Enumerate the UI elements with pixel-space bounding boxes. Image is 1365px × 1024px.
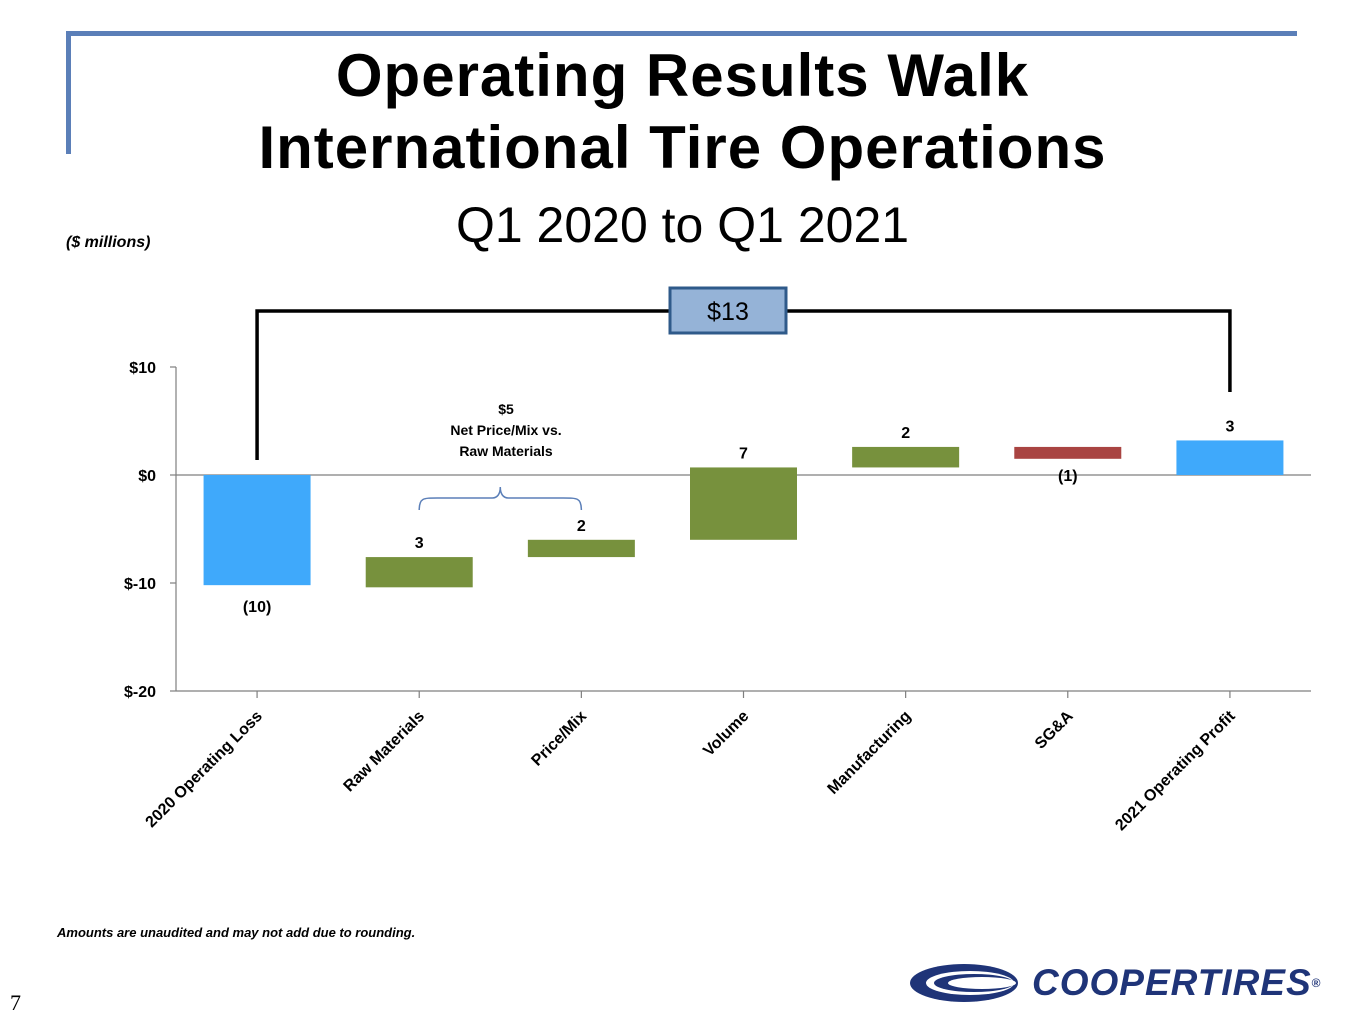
data-label: 2 (577, 518, 586, 535)
x-tick-label: 2020 Operating Loss (143, 708, 266, 831)
waterfall-bar (1014, 446, 1122, 459)
total-change-callout (668, 286, 788, 335)
x-tick-label: SG&A (1032, 707, 1077, 752)
data-label: (1) (1058, 468, 1078, 485)
page-number: 7 (10, 990, 21, 1015)
accent-line-top (66, 31, 1297, 36)
slide-title: Operating Results Walk International Tir… (0, 40, 1365, 184)
data-label: 3 (1225, 418, 1234, 435)
footnote: Amounts are unaudited and may not add du… (57, 925, 416, 940)
logo-text: COOPERTIRES (1032, 962, 1312, 1003)
data-label: (10) (243, 599, 271, 616)
net-price-mix-brace (418, 486, 583, 511)
y-tick-label: $-10 (124, 576, 156, 593)
x-tick-label: Manufacturing (825, 708, 915, 798)
brace-annotation-line: Net Price/Mix vs. (450, 422, 561, 438)
x-tick-label: Price/Mix (528, 708, 590, 770)
cooper-swoosh-icon (910, 964, 1018, 1002)
x-tick-label: Volume (700, 708, 752, 760)
cooper-tires-logo: COOPERTIRES® (908, 960, 1348, 1006)
y-tick-label: $-20 (124, 684, 156, 701)
waterfall-bar (852, 446, 960, 468)
total-change-label: $13 (707, 298, 749, 326)
units-label: ($ millions) (66, 234, 151, 251)
data-label: 7 (739, 445, 748, 462)
data-label: 2 (901, 425, 910, 442)
x-tick-label: Raw Materials (341, 708, 429, 796)
title-line-1: Operating Results Walk (335, 42, 1030, 109)
x-tick-label: 2021 Operating Profit (1112, 707, 1239, 834)
waterfall-bar (1176, 440, 1284, 475)
y-tick-label: $10 (129, 360, 156, 377)
brace-annotation-line: $5 (498, 401, 514, 417)
brace-annotation-line: Raw Materials (459, 443, 553, 459)
y-tick-label: $0 (138, 468, 156, 485)
waterfall-bar (203, 475, 311, 586)
waterfall-bar (365, 557, 473, 588)
waterfall-bar (527, 539, 635, 558)
slide-subtitle: Q1 2020 to Q1 2021 (455, 197, 910, 253)
waterfall-bar (690, 467, 797, 540)
accent-line-left (66, 31, 71, 154)
title-line-2: International Tire Operations (258, 114, 1107, 181)
data-label: 3 (415, 535, 424, 552)
logo-wordmark: COOPERTIRES® (1032, 960, 1322, 1006)
logo-registered-mark: ® (1311, 976, 1322, 990)
